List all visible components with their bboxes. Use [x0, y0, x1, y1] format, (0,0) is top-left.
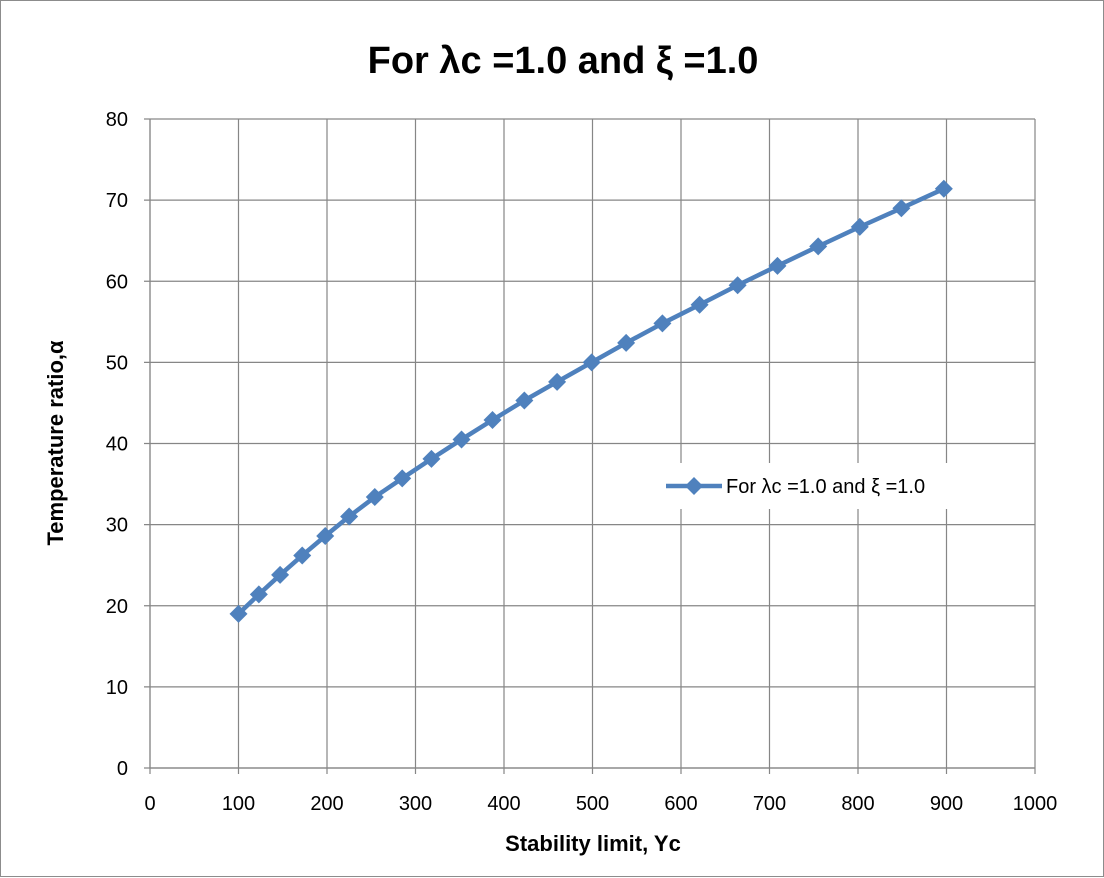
- data-point-marker: [452, 430, 471, 449]
- data-point-marker: [365, 488, 384, 507]
- data-point-marker: [483, 410, 502, 429]
- y-tick-label: 60: [106, 271, 128, 293]
- data-point-marker: [229, 604, 248, 623]
- y-tick-label: 10: [106, 677, 128, 699]
- x-tick-label: 600: [664, 793, 697, 815]
- x-tick-label: 800: [841, 793, 874, 815]
- x-tick-label: 1000: [1013, 793, 1058, 815]
- data-point-marker: [422, 449, 441, 468]
- data-point-marker: [340, 507, 359, 526]
- data-point-marker: [293, 546, 312, 565]
- y-axis-title: Temperature ratio,α: [43, 340, 68, 546]
- data-point-marker: [728, 276, 747, 295]
- data-point-marker: [271, 565, 290, 584]
- chart-title: For λc =1.0 and ξ =1.0: [368, 40, 759, 82]
- x-tick-label: 100: [222, 793, 255, 815]
- series-line: [236, 186, 945, 616]
- data-point-marker: [850, 217, 869, 236]
- y-tick-label: 0: [117, 758, 128, 780]
- data-point-marker: [934, 179, 953, 198]
- x-tick-label: 0: [144, 793, 155, 815]
- x-tick-label: 500: [576, 793, 609, 815]
- data-point-marker: [515, 391, 534, 410]
- data-point-marker: [653, 314, 672, 333]
- data-point-marker: [892, 199, 911, 218]
- series-layer: [229, 179, 953, 623]
- y-tick-label: 80: [106, 109, 128, 131]
- legend-marker: [685, 477, 703, 495]
- y-tick-label: 50: [106, 352, 128, 374]
- x-tick-label: 700: [753, 793, 786, 815]
- y-tick-labels: 0 10 20 30 40 50 60 70 80: [106, 109, 128, 780]
- y-tick-label: 30: [106, 515, 128, 537]
- x-tick-label: 200: [310, 793, 343, 815]
- x-tick-labels: 0 100 200 300 400 500 600 700 800 900 1000: [144, 793, 1057, 815]
- y-tick-label: 20: [106, 596, 128, 618]
- data-point-marker: [809, 237, 828, 256]
- x-tick-label: 900: [930, 793, 963, 815]
- y-tick-label: 70: [106, 190, 128, 212]
- data-point-marker: [617, 333, 636, 352]
- x-tick-label: 400: [487, 793, 520, 815]
- legend-label: For λc =1.0 and ξ =1.0: [726, 476, 925, 498]
- x-tick-label: 300: [399, 793, 432, 815]
- y-tick-label: 40: [106, 434, 128, 456]
- legend: For λc =1.0 and ξ =1.0: [653, 463, 983, 509]
- data-point-marker: [768, 256, 787, 275]
- data-point-marker: [548, 372, 567, 391]
- data-point-marker: [690, 295, 709, 314]
- data-point-marker: [582, 353, 601, 372]
- x-axis-title: Stability limit, Yc: [505, 831, 681, 856]
- data-point-marker: [249, 585, 268, 604]
- data-point-marker: [393, 469, 412, 488]
- data-point-marker: [316, 526, 335, 545]
- grid: [144, 118, 1036, 774]
